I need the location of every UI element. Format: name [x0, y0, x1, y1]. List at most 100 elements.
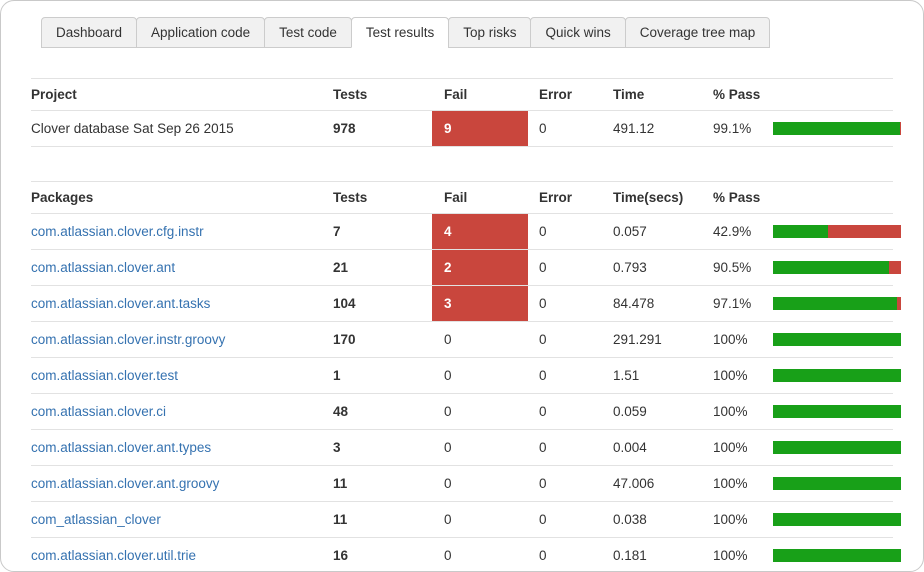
- fail-cell: 0: [444, 466, 539, 501]
- column-header-time: Time(secs): [613, 190, 684, 205]
- fail-value: 0: [444, 332, 452, 347]
- pass-bar-green: [773, 441, 901, 454]
- bar-cell: [773, 502, 901, 537]
- tests-cell: 7: [333, 224, 341, 239]
- fail-value: 9: [432, 111, 528, 146]
- pass-bar-green: [773, 225, 828, 238]
- fail-value: 0: [444, 404, 452, 419]
- fail-value: 0: [444, 440, 452, 455]
- packages-table-header-row: Packages Tests Fail Error Time(secs) % P…: [31, 182, 893, 214]
- column-header-pass: % Pass: [713, 190, 761, 205]
- fail-value: 0: [444, 368, 452, 383]
- name-cell: com.atlassian.clover.ant.types: [31, 430, 333, 465]
- fail-value: 0: [444, 548, 452, 563]
- tab-test-results[interactable]: Test results: [350, 17, 450, 48]
- table-row: com.atlassian.clover.test 1 0 0 1.51 100…: [31, 358, 901, 394]
- tab-label: Top risks: [463, 25, 517, 40]
- fail-cell: 9: [432, 111, 539, 146]
- package-link[interactable]: com.atlassian.clover.cfg.instr: [31, 224, 204, 239]
- tests-cell: 3: [333, 440, 341, 455]
- column-header-time: Time: [613, 87, 645, 102]
- time-cell: 0.057: [613, 224, 647, 239]
- package-link[interactable]: com.atlassian.clover.ant.tasks: [31, 296, 211, 311]
- error-cell: 0: [539, 296, 547, 311]
- name-cell: com.atlassian.clover.util.trie: [31, 538, 333, 571]
- fail-cell: 0: [444, 394, 539, 429]
- table-row: com.atlassian.clover.cfg.instr 7 4 0 0.0…: [31, 214, 901, 250]
- fail-cell: 0: [444, 322, 539, 357]
- tab-label: Test results: [365, 25, 435, 40]
- pass-cell: 42.9%: [713, 224, 752, 239]
- tests-cell: 104: [333, 296, 356, 311]
- tests-cell: 11: [333, 476, 348, 491]
- package-link[interactable]: com.atlassian.clover.instr.groovy: [31, 332, 226, 347]
- bar-cell: [773, 394, 901, 429]
- fail-cell: 0: [444, 502, 539, 537]
- time-cell: 0.004: [613, 440, 647, 455]
- pass-cell: 90.5%: [713, 260, 752, 275]
- name-cell: com.atlassian.clover.ant.groovy: [31, 466, 333, 501]
- pass-cell: 100%: [713, 332, 748, 347]
- pass-cell: 100%: [713, 368, 748, 383]
- project-table-header-row: Project Tests Fail Error Time % Pass: [31, 79, 893, 111]
- pass-progress-bar: [773, 405, 901, 418]
- packages-table: Packages Tests Fail Error Time(secs) % P…: [31, 181, 901, 571]
- bar-cell: [773, 466, 901, 501]
- column-header-project: Project: [31, 87, 77, 102]
- column-header-fail: Fail: [444, 87, 468, 102]
- error-cell: 0: [539, 548, 547, 563]
- fail-cell: 2: [432, 250, 539, 285]
- name-cell: com.atlassian.clover.ci: [31, 394, 333, 429]
- fail-value: 0: [444, 512, 452, 527]
- error-cell: 0: [539, 476, 547, 491]
- name-cell: com_atlassian_clover: [31, 502, 333, 537]
- fail-cell: 0: [444, 358, 539, 393]
- package-link[interactable]: com.atlassian.clover.ant.types: [31, 440, 212, 455]
- tests-cell: 1: [333, 368, 341, 383]
- tab-label: Quick wins: [545, 25, 611, 40]
- package-link[interactable]: com.atlassian.clover.ci: [31, 404, 167, 419]
- project-table-body: Clover database Sat Sep 26 2015 978 9 0 …: [31, 111, 901, 147]
- fail-cell: 0: [444, 430, 539, 465]
- error-cell: 0: [539, 368, 547, 383]
- pass-progress-bar: [773, 513, 901, 526]
- time-cell: 0.059: [613, 404, 647, 419]
- tab-label: Test code: [279, 25, 337, 40]
- tab-label: Application code: [151, 25, 251, 40]
- name-cell: com.atlassian.clover.ant: [31, 250, 333, 285]
- pass-bar-green: [773, 333, 901, 346]
- error-cell: 0: [539, 260, 547, 275]
- column-header-bar: [773, 182, 893, 213]
- time-cell: 0.038: [613, 512, 647, 527]
- tests-cell: 170: [333, 332, 356, 347]
- package-link[interactable]: com.atlassian.clover.test: [31, 368, 179, 383]
- tab-coverage-tree-map[interactable]: Coverage tree map: [624, 17, 771, 48]
- bar-cell: [773, 538, 901, 571]
- bar-cell: [773, 430, 901, 465]
- tab-test-code[interactable]: Test code: [264, 17, 352, 48]
- column-header-tests: Tests: [333, 87, 368, 102]
- pass-cell: 100%: [713, 404, 748, 419]
- tab-application-code[interactable]: Application code: [136, 17, 266, 48]
- package-link[interactable]: com_atlassian_clover: [31, 512, 161, 527]
- pass-progress-bar: [773, 122, 901, 135]
- column-header-packages: Packages: [31, 190, 94, 205]
- error-cell: 0: [539, 512, 547, 527]
- error-cell: 0: [539, 121, 547, 136]
- pass-progress-bar: [773, 333, 901, 346]
- table-row: com.atlassian.clover.util.trie 16 0 0 0.…: [31, 538, 901, 571]
- tab-label: Coverage tree map: [639, 25, 756, 40]
- tests-cell: 978: [333, 121, 356, 136]
- error-cell: 0: [539, 224, 547, 239]
- package-link[interactable]: com.atlassian.clover.ant.groovy: [31, 476, 220, 491]
- fail-cell: 4: [432, 214, 539, 249]
- column-header-pass: % Pass: [713, 87, 761, 102]
- time-cell: 84.478: [613, 296, 655, 311]
- tab-quick-wins[interactable]: Quick wins: [530, 17, 626, 48]
- package-link[interactable]: com.atlassian.clover.util.trie: [31, 548, 197, 563]
- tab-top-risks[interactable]: Top risks: [448, 17, 532, 48]
- table-row: com.atlassian.clover.ant.tasks 104 3 0 8…: [31, 286, 901, 322]
- tab-dashboard[interactable]: Dashboard: [41, 17, 138, 48]
- package-link[interactable]: com.atlassian.clover.ant: [31, 260, 176, 275]
